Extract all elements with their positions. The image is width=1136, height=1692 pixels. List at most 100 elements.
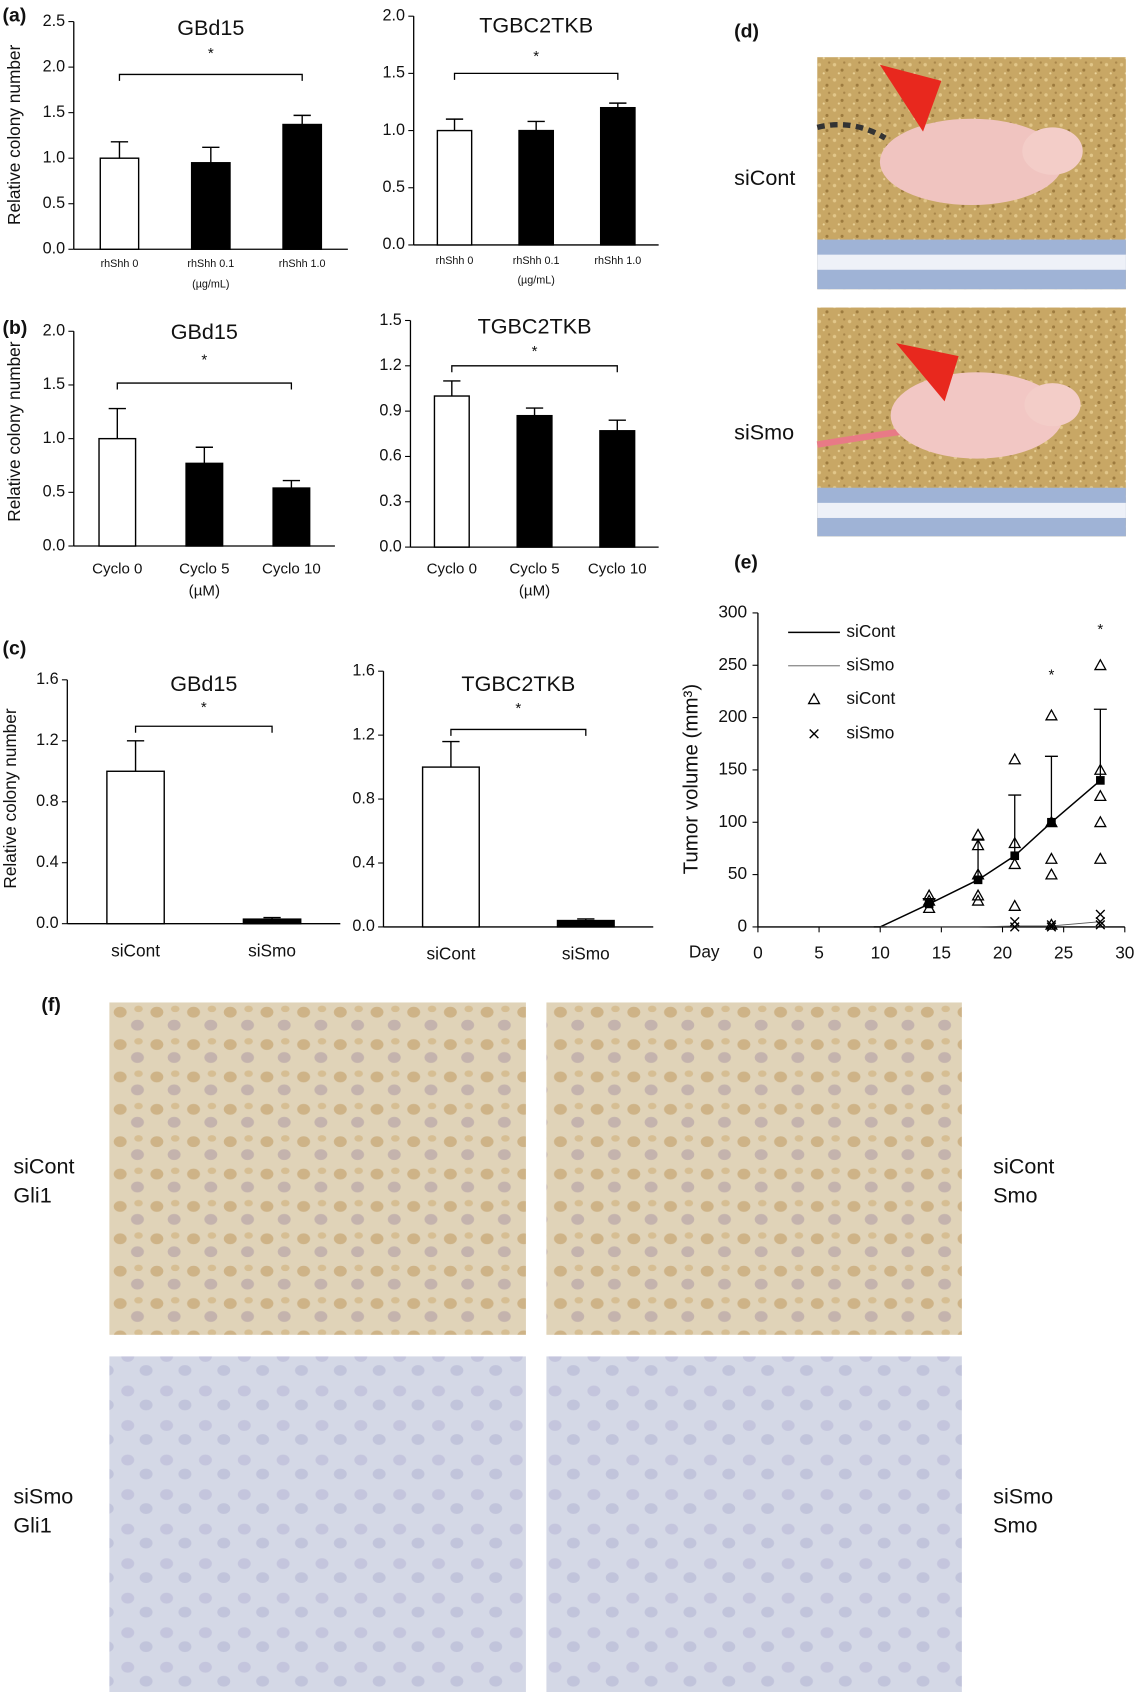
y-tick-label: 0.8 [36, 792, 58, 810]
bar [433, 395, 470, 548]
y-tick-label: 100 [718, 811, 747, 831]
significance-label: * [201, 699, 207, 716]
x-tick-label: siSmo [562, 944, 610, 964]
bar [436, 129, 473, 246]
error-bar [971, 839, 985, 880]
y-tick-label: 1.0 [43, 148, 65, 166]
x-tick-label: rhShh 0 [436, 255, 474, 267]
error-bar [108, 407, 126, 439]
x-tick-label: siCont [426, 944, 475, 964]
legend-label: siCont [846, 621, 895, 641]
x-tick-label: Cyclo 5 [509, 561, 559, 578]
mouse-photo [816, 57, 1126, 290]
y-tick-label: 1.5 [379, 311, 401, 329]
series-line [880, 921, 1101, 928]
panel-letter: (b) [3, 317, 28, 339]
error-bar [527, 120, 545, 131]
y-tick-label: 2.0 [43, 57, 65, 75]
x-tick-label: 20 [993, 942, 1012, 962]
chart-title: TGBC2TKB [479, 13, 593, 38]
triangle-marker [1093, 763, 1107, 775]
chart-title: GBd15 [177, 15, 244, 40]
photo-label: siSmo [993, 1483, 1053, 1508]
mean-marker [1047, 817, 1056, 827]
y-tick-label: 0 [738, 915, 748, 935]
triangle-marker [971, 828, 985, 840]
x-marker [1009, 916, 1020, 927]
error-bar [445, 118, 464, 131]
bar [190, 162, 231, 250]
significance-bracket [116, 382, 293, 390]
x-tick-label: 30 [1115, 942, 1134, 962]
x-tick-label: rhShh 1.0 [594, 255, 641, 267]
error-bar [126, 740, 145, 772]
photo-label: siCont [993, 1153, 1054, 1178]
x-tick-label: 0 [753, 942, 763, 962]
significance-label: * [201, 351, 207, 368]
error-bar [282, 479, 301, 489]
y-tick-label: 1.0 [43, 429, 65, 447]
x-tick-label: Cyclo 0 [427, 561, 477, 578]
y-tick-label: 1.2 [352, 725, 374, 743]
photo-label: siSmo [734, 419, 794, 444]
error-bar [443, 380, 461, 397]
mean-marker [1010, 851, 1020, 861]
error-bar [202, 146, 220, 163]
bar [599, 106, 636, 246]
triangle-marker [1093, 789, 1107, 802]
y-tick-label: 0.0 [36, 914, 58, 932]
y-axis-label: Relative colony number [4, 45, 24, 226]
micrograph [109, 1002, 526, 1335]
photo-label: Smo [993, 1182, 1037, 1207]
x-tick-label: rhShh 0 [101, 258, 139, 270]
significance-bracket [450, 728, 587, 736]
significance-label: * [515, 700, 521, 717]
y-tick-label: 0.5 [383, 178, 405, 196]
triangle-marker [1093, 658, 1107, 671]
category-note: (µM) [189, 582, 220, 599]
chart-title: TGBC2TKB [461, 671, 575, 696]
y-tick-label: 50 [728, 863, 747, 883]
error-bar [195, 446, 213, 464]
triangle-marker [1008, 752, 1022, 765]
x-tick-label: siCont [111, 940, 160, 960]
x-marker [1046, 920, 1057, 930]
significance-bracket [453, 72, 619, 80]
x-tick-label: siSmo [248, 940, 296, 960]
x-tick-label: rhShh 0.1 [187, 258, 234, 270]
y-tick-label: 1.6 [36, 670, 58, 688]
significance-bracket [451, 365, 618, 373]
triangle-marker [971, 894, 985, 906]
bar [106, 770, 165, 925]
bar [99, 157, 140, 250]
bar [599, 430, 636, 548]
panel-letter: (c) [3, 638, 27, 660]
y-tick-label: 0.4 [36, 853, 58, 871]
photo-label: siCont [734, 165, 795, 190]
category-note: (µg/mL) [517, 274, 554, 286]
bar [518, 129, 555, 246]
x-marker [1095, 920, 1106, 930]
x-tick-label: 5 [814, 942, 824, 962]
legend-label: siSmo [846, 722, 894, 742]
bar [98, 437, 137, 547]
chart-title: TGBC2TKB [478, 314, 592, 339]
error-bar [608, 419, 626, 431]
significance-label: * [208, 45, 214, 62]
y-tick-label: 0.6 [379, 447, 401, 465]
x-marker [1095, 909, 1106, 920]
triangle-marker [1008, 836, 1022, 849]
panel-letter: (d) [734, 20, 759, 42]
y-tick-label: 200 [718, 706, 747, 726]
mean-marker [1096, 776, 1105, 785]
triangle-marker [922, 888, 936, 901]
x-tick-label: Cyclo 0 [92, 561, 142, 578]
y-axis-label: Tumor volume (mm³) [680, 684, 703, 875]
triangle-marker [1008, 857, 1022, 870]
significance-bracket [118, 73, 303, 81]
legend-label: siSmo [846, 654, 894, 674]
y-axis-label: Relative colony number [4, 341, 24, 522]
triangle-marker [1093, 852, 1107, 864]
triangle-marker [1093, 815, 1107, 828]
